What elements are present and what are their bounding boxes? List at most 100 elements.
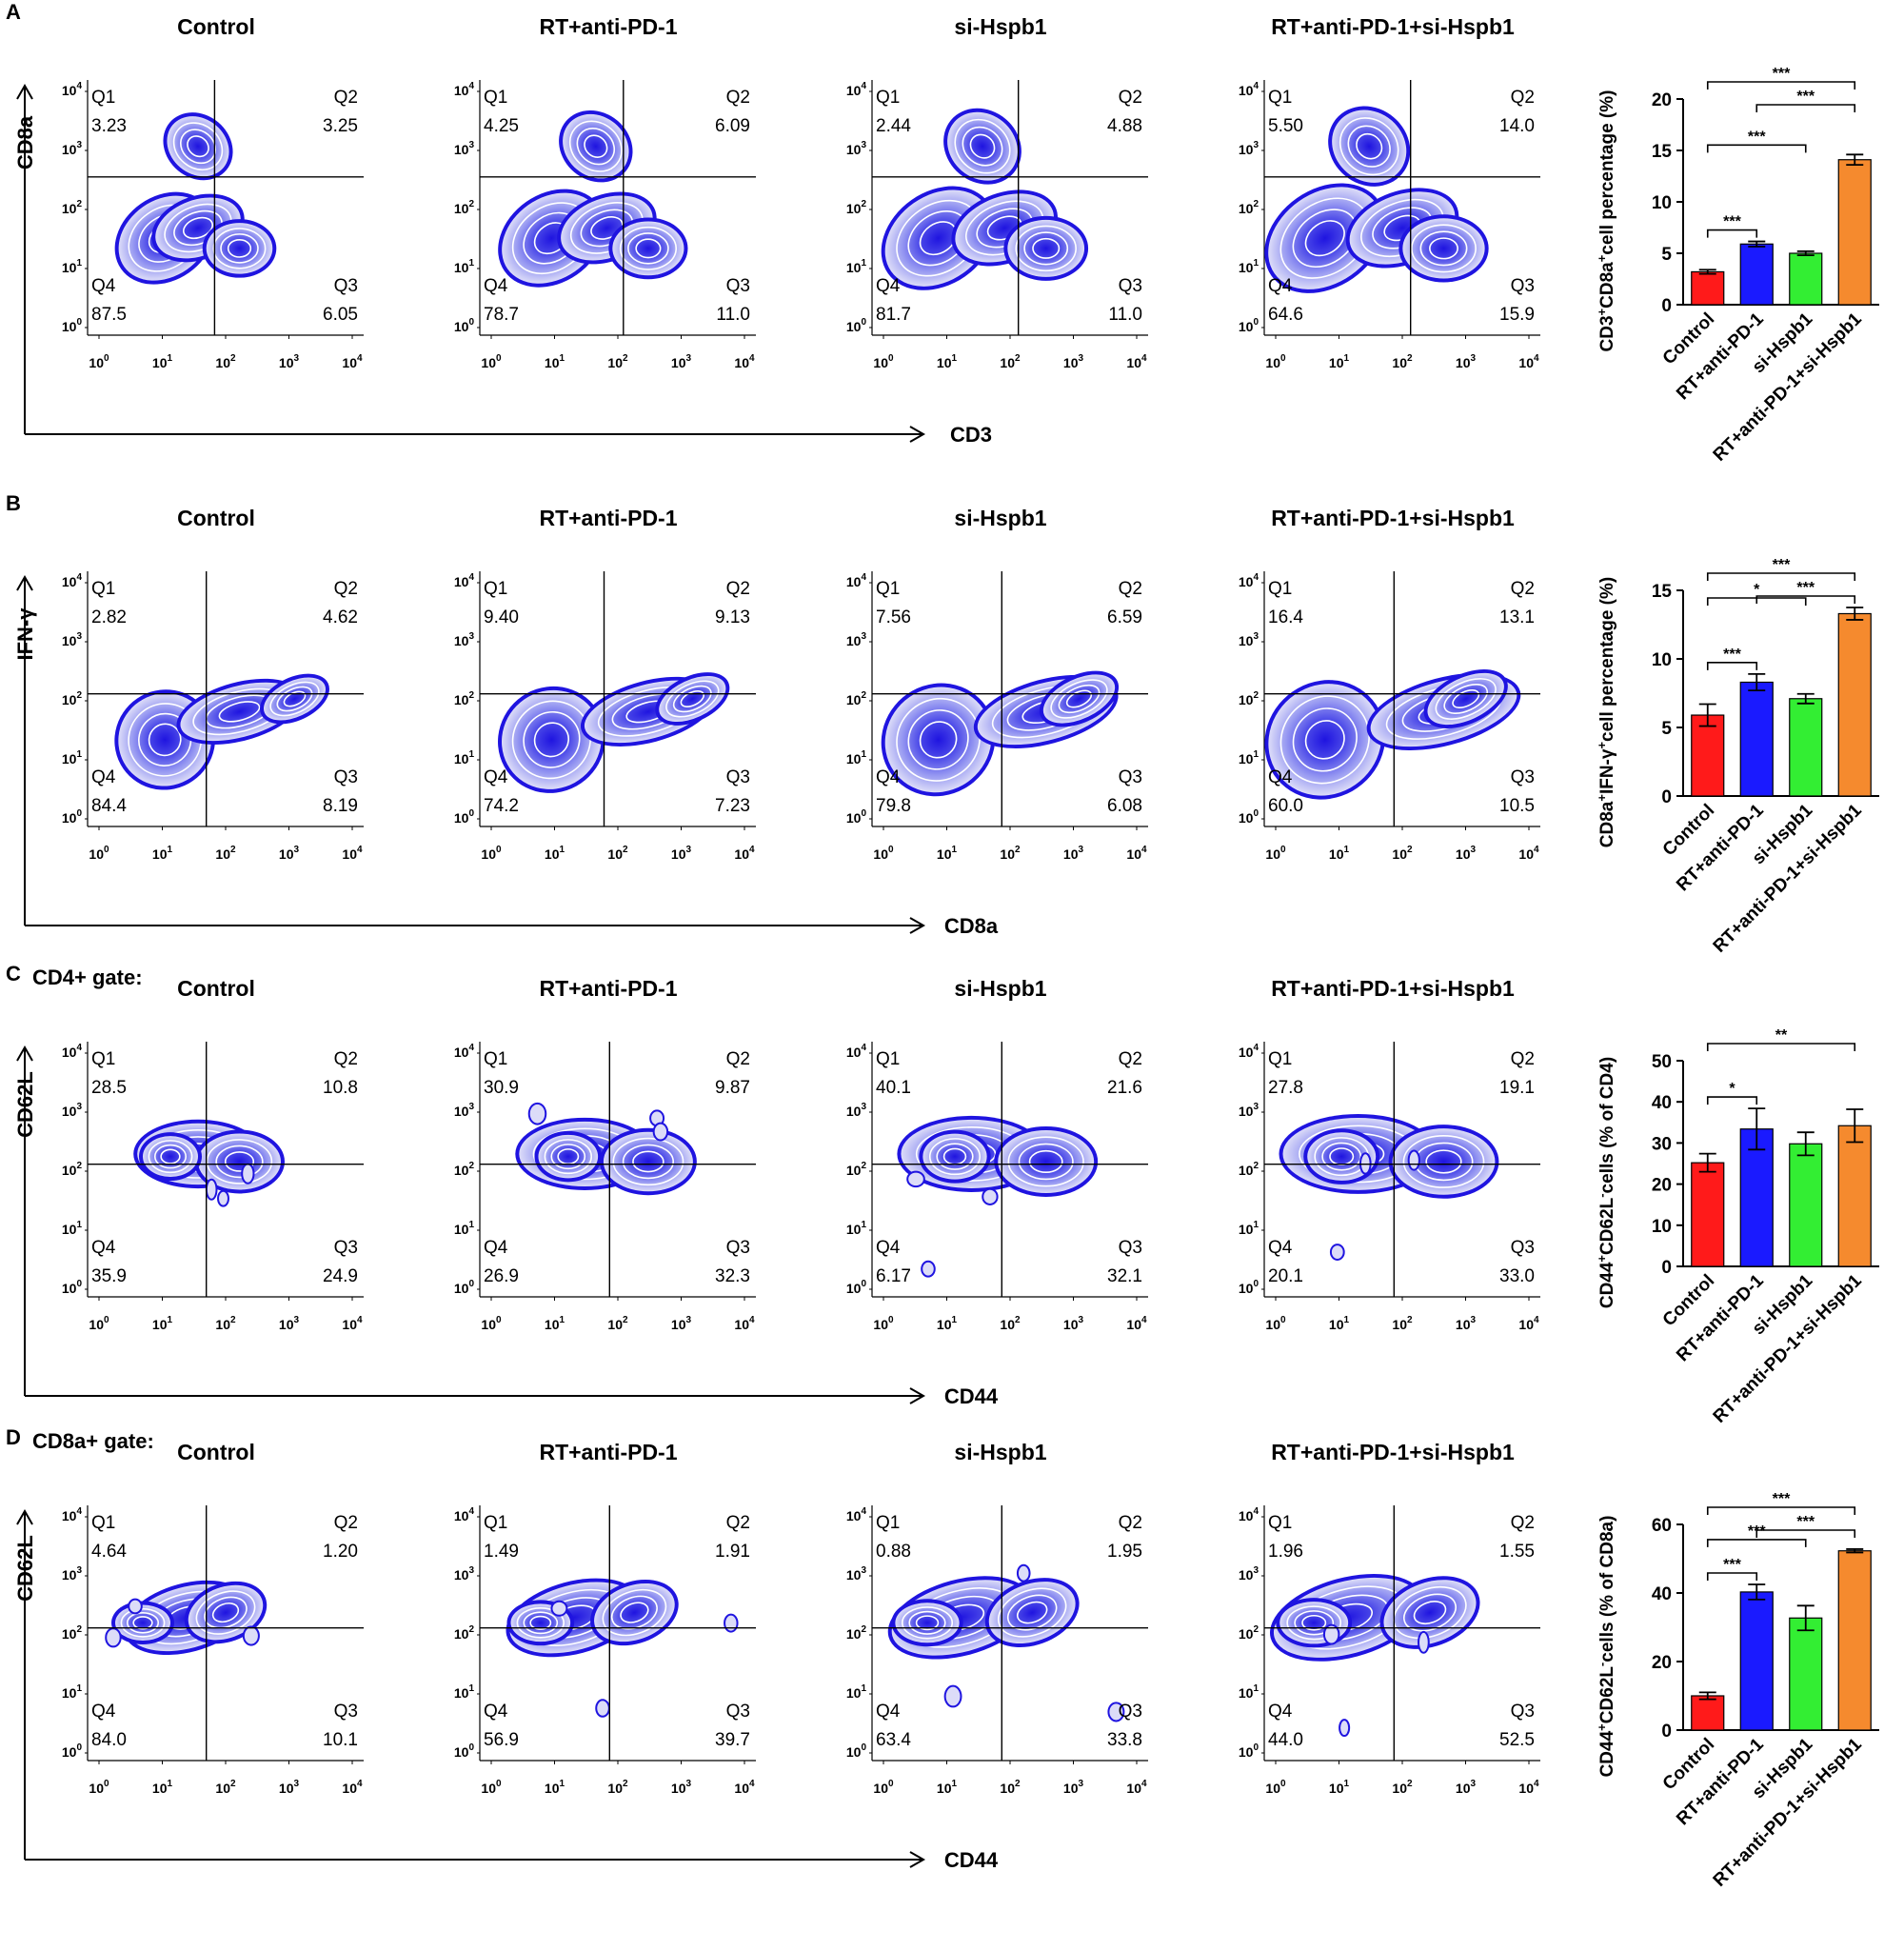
text-span: 3	[861, 1565, 866, 1576]
text-span: 10	[215, 1317, 230, 1332]
text-span: 1	[560, 353, 565, 364]
quadrant-label: Q1	[1268, 88, 1292, 108]
y-tick-label: 103	[846, 140, 867, 157]
significance-label: ***	[1723, 647, 1741, 663]
quadrant-label: Q1	[91, 579, 115, 599]
density-contour	[1292, 707, 1358, 772]
bar-y-tick-label: 0	[1661, 787, 1672, 807]
y-tick-label: 102	[454, 1161, 475, 1178]
flow-plot: Q11.96Q21.55Q352.5Q444.01001011021031041…	[1239, 1440, 1540, 1796]
significance-bracket	[1706, 144, 1807, 153]
density-group	[1269, 1574, 1480, 1738]
density-group	[498, 109, 688, 288]
quadrant-label: Q2	[1511, 579, 1535, 599]
text-span: 10	[1518, 1781, 1534, 1796]
text-span: 4	[749, 1779, 755, 1789]
text-span: CD44	[1597, 1262, 1617, 1308]
panel-letter: B	[6, 491, 21, 515]
text-span: 10	[1392, 1317, 1407, 1332]
text-span: 10	[62, 751, 77, 766]
text-span: 4	[861, 1506, 866, 1517]
text-span: 10	[454, 1163, 469, 1178]
text-span: 10	[846, 201, 862, 216]
quadrant-value: 5.50	[1268, 116, 1303, 136]
x-tick-label: 103	[1456, 1315, 1477, 1332]
bar	[1739, 243, 1774, 306]
x-tick-label: 102	[1000, 353, 1021, 370]
text-span: 4	[1141, 1779, 1147, 1789]
quadrant-label: Q1	[1268, 1049, 1292, 1069]
quadrant-label: Q3	[726, 276, 750, 296]
bar-y-tick-label: 20	[1652, 1176, 1672, 1196]
text-span: 10	[846, 319, 862, 334]
x-tick-label: 100	[89, 1779, 109, 1796]
text-span: +	[1595, 308, 1609, 315]
column-title: RT+anti-PD-1+si-Hspb1	[1271, 976, 1515, 1001]
text-span: 2	[76, 1624, 82, 1635]
quadrant-value: 81.7	[876, 305, 911, 325]
text-span: 2	[1407, 353, 1413, 364]
quadrant-value: 16.4	[1268, 607, 1303, 627]
text-span: 10	[873, 1317, 888, 1332]
text-span: 3	[468, 631, 474, 642]
y-tick-label: 102	[454, 690, 475, 707]
x-tick-label: 100	[481, 845, 502, 862]
density-contour	[1304, 220, 1345, 257]
text-span: 1	[1253, 258, 1259, 269]
quadrant-label: Q3	[334, 1238, 358, 1258]
x-tick-label: 101	[152, 1779, 173, 1796]
density-contour	[1321, 1142, 1362, 1171]
column-title: RT+anti-PD-1	[539, 14, 677, 39]
y-tick-label: 101	[62, 749, 83, 766]
column-title: si-Hspb1	[954, 976, 1046, 1001]
gate-label: CD4+ gate:	[32, 966, 143, 989]
text-span: cells (% of CD8a)	[1597, 1516, 1617, 1662]
x-tick-label: 103	[1063, 845, 1084, 862]
text-span: 10	[62, 1685, 77, 1701]
bar	[1837, 1125, 1872, 1267]
panel-letter: C	[6, 962, 21, 985]
text-span: 10	[152, 846, 168, 862]
x-tick-label: 101	[545, 1779, 565, 1796]
quadrant-value: 64.6	[1268, 305, 1303, 325]
text-span: 4	[76, 572, 82, 583]
text-span: 10	[454, 810, 469, 826]
density-group	[105, 1580, 268, 1656]
y-tick-label: 101	[454, 749, 475, 766]
quadrant-value: 6.05	[323, 305, 358, 325]
density-contour	[529, 1615, 552, 1630]
quadrant-label: Q4	[91, 276, 116, 296]
text-span: 4	[861, 1043, 866, 1053]
text-span: 0	[1280, 1779, 1286, 1789]
density-blob	[1268, 187, 1382, 289]
text-span: 1	[1253, 1683, 1259, 1694]
density-contour	[936, 1143, 974, 1170]
text-span: 10	[1239, 1626, 1254, 1642]
quadrant-label: Q1	[1268, 1513, 1292, 1533]
x-tick-label: 103	[1456, 353, 1477, 370]
x-tick-label: 103	[671, 1315, 692, 1332]
y-tick-label: 103	[62, 631, 83, 648]
quadrant-value: 32.3	[715, 1266, 750, 1286]
x-tick-label: 100	[873, 1315, 894, 1332]
quadrant-value: 3.25	[323, 116, 358, 136]
density-contour	[148, 1140, 193, 1174]
text-span: 2	[230, 845, 236, 855]
density-contour	[1435, 678, 1497, 720]
y-tick-label: 101	[454, 1683, 475, 1701]
x-tick-label: 103	[671, 1779, 692, 1796]
text-span: 0	[496, 1315, 502, 1325]
x-tick-label: 103	[1063, 1779, 1084, 1796]
flow-plot: Q11.49Q21.91Q339.7Q456.91001011021031041…	[454, 1440, 756, 1796]
quadrant-label: Q4	[1268, 276, 1293, 296]
text-span: 2	[623, 1315, 628, 1325]
y-tick-label: 103	[454, 631, 475, 648]
text-span: 10	[1392, 355, 1407, 370]
quadrant-value: 3.23	[91, 116, 127, 136]
bar-y-axis-title: CD3+CD8a+cell percentage (%)	[1595, 90, 1617, 352]
y-tick-label: 100	[1239, 808, 1259, 826]
text-span: 2	[1015, 1315, 1021, 1325]
text-span: 10	[454, 692, 469, 707]
text-span: 4	[1534, 1779, 1539, 1789]
text-span: 10	[846, 1744, 862, 1760]
